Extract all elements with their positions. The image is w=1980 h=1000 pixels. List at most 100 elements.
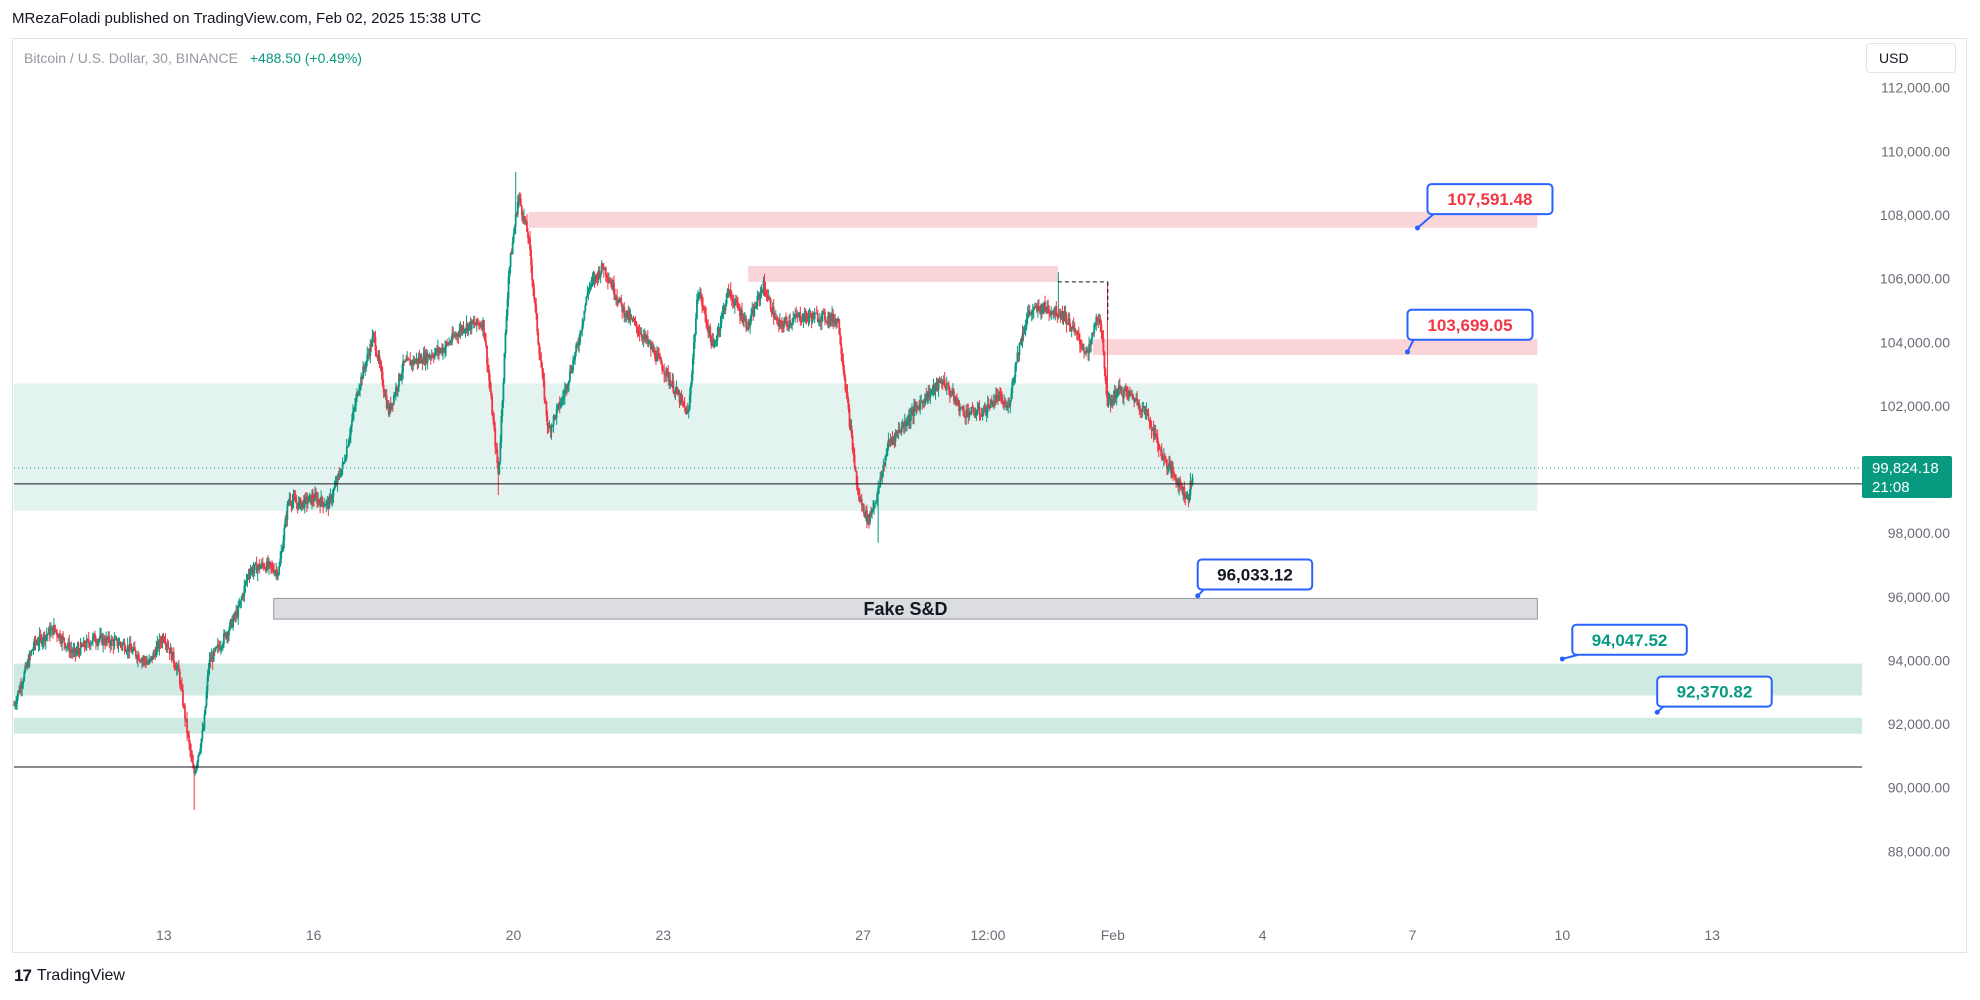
candle-body: [1065, 314, 1068, 325]
candle-body: [87, 639, 90, 644]
candle-body: [671, 380, 674, 385]
candle-body: [767, 297, 770, 299]
candle-body: [1122, 389, 1125, 398]
supply-zone[interactable]: [528, 211, 1538, 228]
price-callout[interactable]: 92,370.82: [1654, 675, 1773, 715]
range-zone[interactable]: [14, 383, 1538, 511]
candle-body: [962, 407, 965, 413]
candle-body: [1045, 308, 1047, 312]
x-tick-label: 4: [1259, 927, 1267, 943]
price-callout[interactable]: 94,047.52: [1559, 623, 1688, 662]
candle-body: [756, 296, 759, 307]
demand-zone[interactable]: [14, 717, 1862, 734]
candle-body: [83, 641, 86, 647]
candle-body: [290, 503, 293, 506]
candle-body: [971, 406, 974, 408]
candle-body: [978, 406, 981, 415]
candle-body: [666, 368, 669, 372]
candle-body: [142, 659, 144, 661]
candle-body: [1157, 443, 1160, 450]
candle-body: [476, 318, 479, 324]
candle-body: [946, 382, 949, 385]
candle-body: [506, 298, 509, 317]
candle-body: [898, 429, 901, 432]
candle-body: [742, 321, 744, 323]
candle-body: [481, 325, 483, 329]
symbol-legend[interactable]: Bitcoin / U.S. Dollar, 30, BINANCE +488.…: [24, 50, 362, 66]
candle-body: [1114, 389, 1117, 399]
candle-body: [474, 324, 477, 326]
candle-body: [843, 370, 846, 378]
candle-body: [960, 407, 962, 409]
candle-body: [187, 732, 189, 736]
candle-body: [787, 325, 789, 327]
candle-body: [1098, 319, 1101, 322]
y-tick-label: 96,000.00: [1888, 589, 1950, 605]
candle-body: [899, 431, 902, 433]
supply-zone[interactable]: [1092, 339, 1538, 355]
candle-body: [1101, 332, 1104, 339]
candle-body: [1128, 391, 1130, 398]
candle-body: [747, 321, 750, 330]
candle-body: [359, 386, 361, 391]
candle-body: [824, 311, 826, 321]
candle-body: [101, 634, 103, 645]
supply-zone[interactable]: [748, 265, 1058, 282]
candle-body: [995, 394, 997, 403]
currency-button[interactable]: USD: [1866, 43, 1956, 73]
candle-body: [35, 643, 38, 645]
candle-body: [710, 336, 713, 346]
price-callout[interactable]: 96,033.12: [1195, 558, 1314, 599]
candle-body: [314, 494, 316, 501]
callout-anchor: [1404, 349, 1410, 355]
candle-body: [80, 643, 83, 647]
candle-body: [1160, 450, 1163, 459]
price-callout[interactable]: 103,699.05: [1404, 308, 1534, 355]
candle-body: [1186, 494, 1189, 496]
candle-body: [42, 634, 45, 641]
callout-anchor: [1414, 225, 1420, 231]
candle-body: [703, 307, 706, 309]
last-price-badge[interactable]: [1862, 455, 1952, 498]
candle-body: [454, 335, 457, 337]
candle-body: [718, 328, 721, 330]
callout-label: 96,033.12: [1217, 566, 1293, 585]
x-tick-label: Feb: [1101, 927, 1125, 943]
candle-body: [280, 551, 283, 559]
candle-body: [311, 495, 313, 504]
candle-body: [1040, 304, 1042, 314]
candle-body: [1027, 310, 1030, 315]
candle-body: [796, 315, 799, 318]
candle-body: [93, 633, 96, 642]
candle-body: [268, 561, 270, 568]
candle-body: [986, 403, 989, 413]
candle-body: [538, 343, 541, 355]
candles-layer: [13, 172, 1194, 810]
demand-zone[interactable]: [14, 663, 1862, 696]
candle-body: [852, 450, 855, 456]
candle-body: [370, 343, 373, 347]
candle-body: [626, 310, 629, 318]
candle-body: [356, 392, 358, 399]
candle-body: [214, 647, 217, 651]
candle-body: [848, 408, 851, 427]
fake-zone[interactable]: [273, 597, 1538, 620]
candle-body: [1161, 458, 1164, 460]
candle-body: [1106, 394, 1109, 406]
candle-body: [1055, 306, 1058, 317]
price-callout[interactable]: 107,591.48: [1414, 183, 1554, 231]
candle-body: [340, 468, 343, 476]
candle-body: [1082, 347, 1084, 349]
candle-body: [782, 325, 784, 328]
tradingview-logo[interactable]: 17 TradingView: [14, 966, 125, 986]
candle-body: [284, 518, 287, 528]
candle-body: [927, 390, 930, 398]
candle-body: [915, 405, 917, 408]
candle-body: [822, 311, 825, 313]
candle-body: [924, 393, 927, 404]
candle-body: [939, 381, 942, 383]
candle-body: [808, 313, 811, 317]
candle-body: [889, 440, 892, 442]
candle-body: [334, 482, 337, 487]
